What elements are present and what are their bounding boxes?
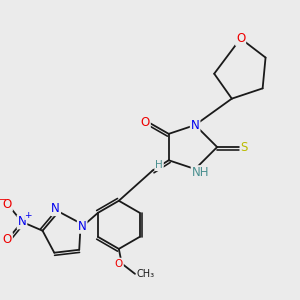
- Text: O: O: [3, 233, 12, 246]
- Text: O: O: [141, 116, 150, 129]
- Text: H: H: [155, 160, 163, 170]
- Text: NH: NH: [192, 166, 209, 179]
- Text: N: N: [78, 220, 86, 233]
- Text: N: N: [191, 118, 200, 132]
- Text: N: N: [18, 215, 26, 228]
- Text: +: +: [24, 211, 32, 220]
- Text: O: O: [236, 32, 245, 45]
- Text: O: O: [3, 198, 12, 211]
- Text: CH₃: CH₃: [136, 269, 154, 279]
- Text: S: S: [241, 141, 248, 154]
- Text: N: N: [51, 202, 60, 215]
- Text: O: O: [115, 259, 123, 269]
- Text: −: −: [0, 196, 8, 206]
